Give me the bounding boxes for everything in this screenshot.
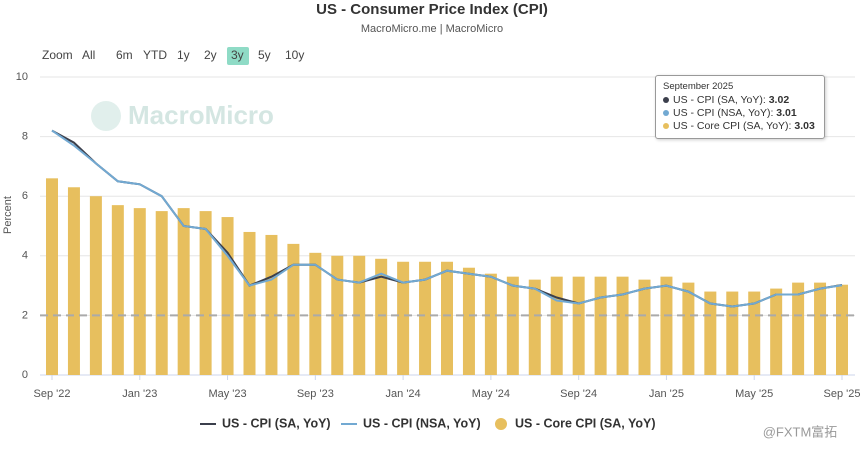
- bar: [770, 288, 783, 375]
- bar: [726, 291, 739, 375]
- x-tick-label: Sep '22: [34, 388, 71, 400]
- bar: [375, 258, 388, 375]
- bar: [836, 284, 848, 375]
- y-axis-label: Percent: [2, 196, 14, 234]
- bar: [89, 196, 102, 375]
- y-tick-label: 6: [22, 190, 28, 202]
- bar: [572, 276, 585, 375]
- x-tick-label: Jan '24: [386, 388, 421, 400]
- tooltip-series: US - CPI (SA, YoY): [673, 94, 769, 106]
- bar: [660, 276, 673, 375]
- legend-label[interactable]: US - Core CPI (SA, YoY): [515, 416, 656, 430]
- range-button[interactable]: 3y: [231, 48, 244, 62]
- tooltip-series: US - CPI (NSA, YoY): [673, 107, 776, 119]
- tooltip-dot: [663, 123, 669, 130]
- range-button[interactable]: 2y: [204, 48, 217, 62]
- bar: [397, 261, 410, 375]
- legend-label[interactable]: US - CPI (NSA, YoY): [363, 416, 481, 430]
- bar: [287, 243, 300, 375]
- bar: [616, 276, 629, 375]
- bar: [309, 252, 322, 375]
- line: [51, 129, 843, 308]
- tooltip-series: US - Core CPI (SA, YoY): [673, 120, 794, 132]
- legend-swatch: [495, 418, 507, 430]
- range-button[interactable]: 1y: [177, 48, 190, 62]
- range-button[interactable]: 6m: [116, 48, 133, 62]
- range-button[interactable]: YTD: [143, 48, 167, 62]
- bar: [221, 217, 234, 375]
- x-tick-label: Jan '23: [122, 388, 157, 400]
- bar: [704, 291, 717, 375]
- x-tick-label: Sep '24: [560, 388, 597, 400]
- range-button[interactable]: 5y: [258, 48, 271, 62]
- tooltip-dot: [663, 97, 669, 104]
- y-tick-label: 4: [22, 250, 28, 262]
- bar: [441, 261, 453, 375]
- x-tick-label: May '23: [208, 388, 246, 400]
- watermark-logo: [91, 101, 121, 131]
- tooltip-value: 3.02: [768, 94, 790, 106]
- bar: [484, 273, 497, 375]
- bar: [506, 276, 519, 375]
- tooltip-dot: [663, 110, 669, 117]
- chart-title: US - Consumer Price Index (CPI): [316, 1, 548, 18]
- bar: [550, 276, 563, 375]
- tooltip-value: 3.01: [776, 107, 797, 119]
- range-button[interactable]: All: [82, 48, 95, 62]
- x-tick-label: Jan '25: [649, 388, 684, 400]
- chart-subtitle: MacroMicro.me | MacroMicro: [361, 23, 503, 35]
- zoom-label: Zoom: [42, 48, 73, 62]
- x-tick-label: May '24: [472, 388, 510, 400]
- tooltip-row: US - Core CPI (SA, YoY)3.03: [663, 120, 817, 133]
- x-tick-label: Sep '23: [297, 388, 334, 400]
- y-tick-label: 2: [22, 309, 28, 321]
- bar: [528, 279, 541, 375]
- x-tick-label: Sep '25: [824, 388, 861, 400]
- tooltip: September 2025 US - CPI (SA, YoY)3.02US …: [655, 75, 825, 139]
- tooltip-row: US - CPI (NSA, YoY)3.01: [663, 107, 817, 120]
- tooltip-row: US - CPI (SA, YoY)3.02: [663, 94, 817, 107]
- bar: [46, 178, 58, 375]
- bar: [199, 211, 212, 375]
- corner-mark: @FXTM富拓: [763, 424, 838, 439]
- y-tick-label: 0: [22, 369, 28, 381]
- y-tick-label: 8: [22, 131, 28, 143]
- bar: [748, 291, 761, 375]
- tooltip-title: September 2025: [663, 81, 734, 92]
- bar: [177, 208, 190, 375]
- range-button[interactable]: 10y: [285, 48, 304, 62]
- bar: [682, 282, 695, 375]
- tooltip-value: 3.03: [794, 120, 815, 132]
- bar: [67, 187, 80, 375]
- bar: [792, 282, 805, 375]
- bar: [462, 267, 475, 375]
- watermark: MacroMicro: [128, 100, 274, 130]
- bar: [265, 234, 278, 375]
- bar: [155, 211, 168, 375]
- bar: [111, 205, 124, 375]
- range-button-selected: [227, 47, 249, 65]
- bar: [638, 279, 651, 375]
- legend-label[interactable]: US - CPI (SA, YoY): [222, 416, 331, 430]
- bar: [594, 276, 607, 375]
- bar: [814, 282, 827, 375]
- bar: [331, 255, 344, 375]
- bar: [243, 231, 256, 375]
- bar: [133, 208, 146, 375]
- y-tick-label: 10: [16, 71, 28, 83]
- bar: [419, 261, 432, 375]
- x-tick-label: May '25: [735, 388, 773, 400]
